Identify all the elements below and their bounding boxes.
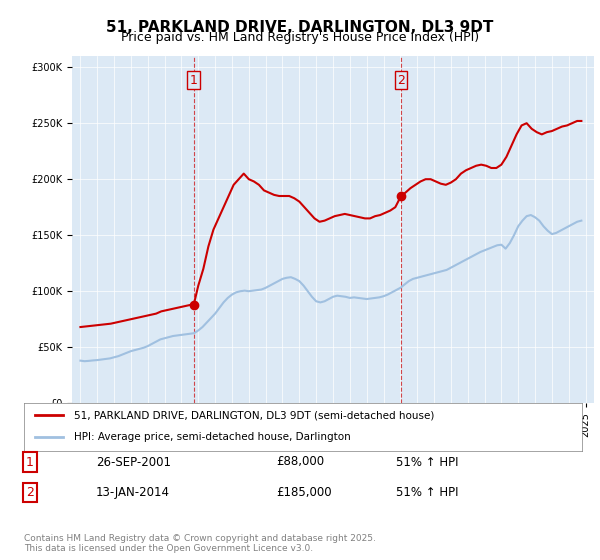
Text: Price paid vs. HM Land Registry's House Price Index (HPI): Price paid vs. HM Land Registry's House …	[121, 31, 479, 44]
Text: 51, PARKLAND DRIVE, DARLINGTON, DL3 9DT: 51, PARKLAND DRIVE, DARLINGTON, DL3 9DT	[106, 20, 494, 35]
Text: 51% ↑ HPI: 51% ↑ HPI	[396, 486, 458, 500]
Text: 1: 1	[190, 74, 197, 87]
Text: HPI: Average price, semi-detached house, Darlington: HPI: Average price, semi-detached house,…	[74, 432, 351, 442]
Text: 26-SEP-2001: 26-SEP-2001	[96, 455, 171, 469]
Text: 13-JAN-2014: 13-JAN-2014	[96, 486, 170, 500]
Text: 1: 1	[26, 455, 34, 469]
Text: 2: 2	[26, 486, 34, 500]
Text: 2: 2	[397, 74, 405, 87]
Text: 51% ↑ HPI: 51% ↑ HPI	[396, 455, 458, 469]
Text: Contains HM Land Registry data © Crown copyright and database right 2025.
This d: Contains HM Land Registry data © Crown c…	[24, 534, 376, 553]
Text: £185,000: £185,000	[276, 486, 332, 500]
Text: 51, PARKLAND DRIVE, DARLINGTON, DL3 9DT (semi-detached house): 51, PARKLAND DRIVE, DARLINGTON, DL3 9DT …	[74, 410, 434, 420]
Text: £88,000: £88,000	[276, 455, 324, 469]
